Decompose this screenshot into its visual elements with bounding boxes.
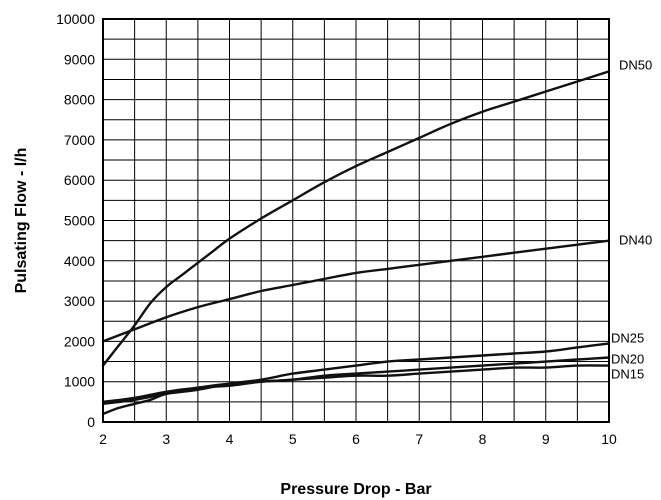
series-label-dn25: DN25 [611, 330, 644, 345]
x-tick-label: 3 [162, 431, 170, 447]
plot-area-frame [102, 18, 610, 423]
x-axis-tick-labels: 2 3 4 5 6 7 8 9 10 [99, 431, 617, 447]
series-lines [101, 70, 611, 416]
y-tick-label: 9000 [64, 51, 95, 67]
x-tick-label: 4 [226, 431, 234, 447]
y-tick-label: 8000 [64, 92, 95, 108]
y-tick-label: 6000 [64, 172, 95, 188]
x-axis-title: Pressure Drop - Bar [280, 481, 431, 498]
y-axis-title: Pulsating Flow - l/h [13, 148, 30, 294]
series-line-dn40 [101, 239, 611, 343]
series-label-dn20: DN20 [611, 352, 644, 367]
y-tick-label: 5000 [64, 213, 95, 229]
x-tick-label: 10 [601, 431, 617, 447]
y-tick-label: 2000 [64, 333, 95, 349]
series-label-dn40: DN40 [619, 233, 652, 248]
series-label-dn15: DN15 [611, 367, 644, 382]
y-axis-tick-labels: 0 1000 2000 3000 4000 5000 6000 7000 8000 9000 100… [56, 11, 95, 430]
y-tick-label: 1000 [64, 374, 95, 390]
series-line-dn25 [101, 342, 611, 406]
series-line-dn50 [101, 70, 611, 367]
y-tick-label: 7000 [64, 132, 95, 148]
y-tick-label: 4000 [64, 253, 95, 269]
y-tick-label: 0 [87, 414, 95, 430]
x-tick-label: 6 [352, 431, 360, 447]
x-tick-label: 2 [99, 431, 107, 447]
y-tick-label: 10000 [56, 11, 95, 27]
x-tick-label: 8 [479, 431, 487, 447]
y-tick-label: 3000 [64, 293, 95, 309]
series-line-dn15 [101, 364, 611, 416]
x-tick-label: 7 [415, 431, 423, 447]
x-tick-label: 5 [289, 431, 297, 447]
series-label-dn50: DN50 [619, 57, 652, 72]
x-tick-label: 9 [542, 431, 550, 447]
